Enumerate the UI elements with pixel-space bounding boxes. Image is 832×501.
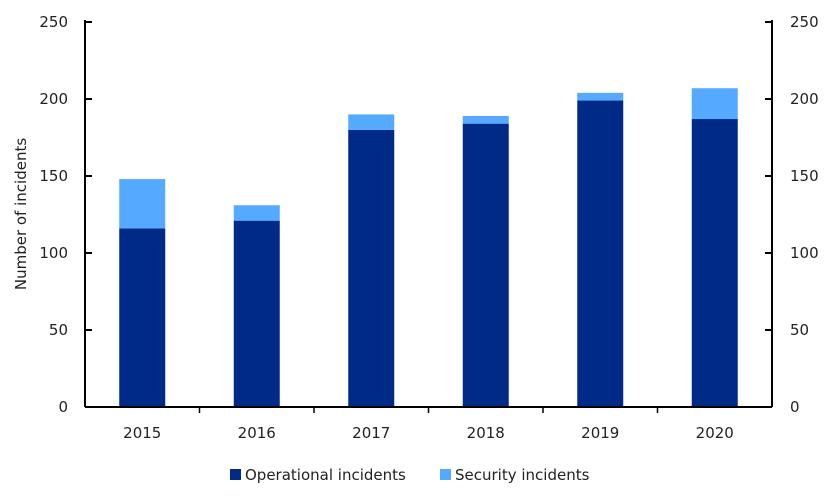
y-tick-label-left: 50 (49, 321, 68, 339)
legend-label-0: Operational incidents (245, 466, 406, 484)
bar-security-2019 (577, 92, 624, 101)
x-tick-label: 2015 (123, 424, 161, 442)
bar-operational-2017 (348, 129, 395, 408)
x-tick-label: 2020 (696, 424, 734, 442)
y-tick-label-left: 250 (39, 13, 68, 31)
y-axis-label: Number of incidents (12, 138, 30, 290)
legend-swatch-1 (440, 469, 451, 480)
x-tick-label: 2018 (467, 424, 505, 442)
y-tick-label-left: 200 (39, 90, 68, 108)
bar-operational-2015 (119, 228, 166, 407)
legend-label-1: Security incidents (455, 466, 590, 484)
bar-operational-2019 (577, 100, 624, 407)
x-tick-label: 2017 (352, 424, 390, 442)
y-tick-label-left: 100 (39, 244, 68, 262)
y-tick-label-left: 0 (58, 398, 68, 416)
bar-operational-2020 (691, 119, 738, 408)
y-tick-label-right: 0 (790, 398, 800, 416)
y-tick-label-right: 50 (790, 321, 809, 339)
x-tick-label: 2016 (238, 424, 276, 442)
bar-operational-2018 (462, 123, 509, 407)
y-tick-label-right: 200 (790, 90, 819, 108)
bar-security-2015 (119, 179, 166, 229)
y-tick-label-right: 100 (790, 244, 819, 262)
legend-swatch-0 (230, 469, 241, 480)
x-tick-label: 2019 (581, 424, 619, 442)
y-tick-label-right: 150 (790, 167, 819, 185)
y-tick-label-right: 250 (790, 13, 819, 31)
bar-security-2018 (462, 115, 509, 124)
bar-security-2020 (691, 88, 738, 120)
y-tick-label-left: 150 (39, 167, 68, 185)
bar-operational-2016 (233, 220, 280, 407)
bar-security-2017 (348, 114, 395, 130)
bar-security-2016 (233, 205, 280, 221)
